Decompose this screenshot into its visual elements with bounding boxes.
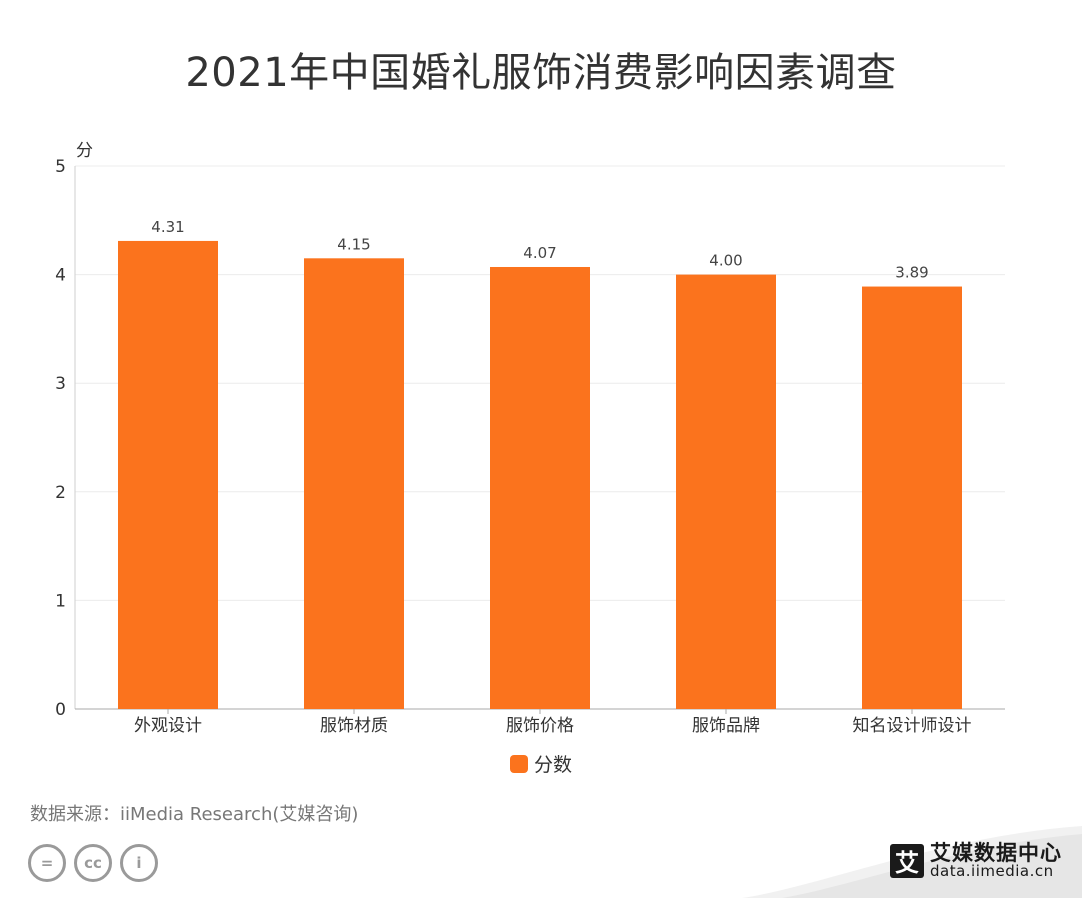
bar [490, 266, 590, 709]
legend-label: 分数 [533, 754, 572, 776]
brand-logo-icon: 艾 [890, 843, 924, 878]
legend[interactable]: 分数 [0, 750, 1082, 777]
y-tick-label: 0 [55, 700, 66, 720]
y-axis-unit: 分 [76, 141, 93, 161]
bar-value-label: 4.31 [151, 218, 184, 236]
cc-icon: cc [74, 844, 112, 882]
data-source: 数据来源：iiMedia Research(艾媒咨询) [30, 804, 359, 825]
bar-value-label: 3.89 [895, 264, 928, 282]
y-tick-label: 4 [55, 266, 66, 286]
x-tick-label: 服饰品牌 [692, 716, 760, 736]
y-tick-label: 5 [55, 157, 66, 177]
bar [118, 240, 218, 709]
x-tick-label: 服饰价格 [506, 716, 574, 736]
x-tick-label: 知名设计师设计 [853, 716, 972, 736]
y-tick-label: 1 [55, 591, 66, 611]
x-tick-label: 外观设计 [134, 716, 202, 736]
bar-value-label: 4.00 [709, 252, 742, 270]
by-icon: i [120, 844, 158, 882]
brand-name: 艾媒数据中心 [930, 841, 1062, 865]
bar [304, 258, 404, 709]
brand: 艾 艾媒数据中心 data.iimedia.cn [890, 842, 1062, 880]
bar [676, 274, 776, 709]
nd-icon: = [28, 844, 66, 882]
x-tick-label: 服饰材质 [320, 716, 388, 736]
bar-value-label: 4.07 [523, 244, 556, 262]
legend-swatch [509, 754, 528, 773]
y-tick-label: 3 [55, 374, 66, 394]
y-tick-label: 2 [55, 483, 66, 503]
brand-url: data.iimedia.cn [930, 862, 1054, 881]
license-icons: = cc i [28, 844, 158, 882]
bar [862, 286, 962, 709]
chart-title: 2021年中国婚礼服饰消费影响因素调查 [185, 50, 897, 96]
bar-value-label: 4.15 [337, 235, 370, 253]
